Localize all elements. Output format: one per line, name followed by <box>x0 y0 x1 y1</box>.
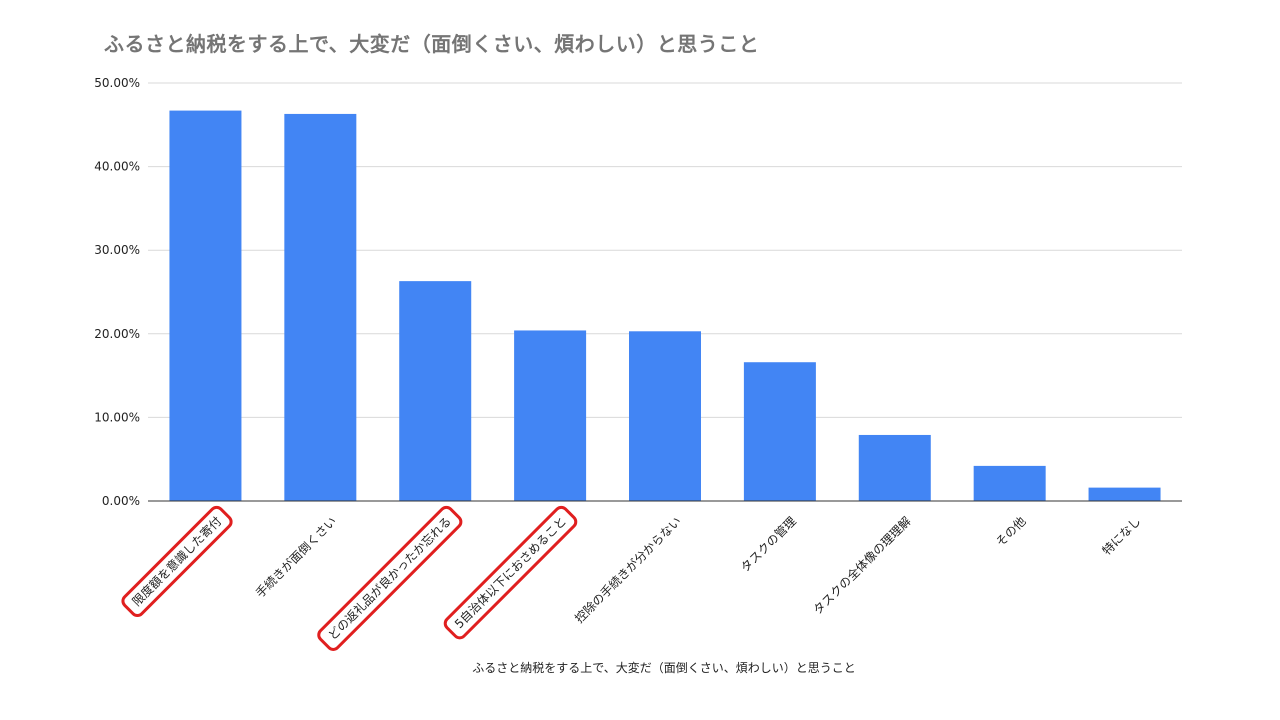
y-tick-label: 50.00% <box>94 76 140 90</box>
chart-title: ふるさと納税をする上で、大変だ（面倒くさい、煩わしい）と思うこと <box>104 32 760 56</box>
category-label-group: その他 <box>993 514 1028 549</box>
bar <box>284 113 357 501</box>
x-tick-label: タスクの全体像の理理解 <box>810 513 914 617</box>
x-tick-label: 5自治体以下におさめること <box>452 514 569 631</box>
category-label-group: 5自治体以下におさめること <box>443 505 578 640</box>
category-label-group: 手続きが面倒くさい <box>252 513 339 600</box>
highlight-box <box>317 505 463 651</box>
category-label-group: どの返礼品が良かったか忘れる <box>317 505 463 651</box>
bar <box>399 281 472 501</box>
y-tick-label: 20.00% <box>94 327 140 341</box>
bar <box>169 110 242 501</box>
x-tick-label: 限度額を意識した寄付 <box>129 513 224 608</box>
x-tick-label: 手続きが面倒くさい <box>252 513 339 600</box>
x-tick-label: その他 <box>993 514 1028 549</box>
category-label-group: 限度額を意識した寄付 <box>121 505 233 618</box>
category-label-group: 控除の手続きが分からない <box>572 513 684 625</box>
x-tick-label: 控除の手続きが分からない <box>572 513 684 625</box>
bar <box>1088 487 1161 501</box>
x-tick-label: タスクの管理 <box>737 513 799 575</box>
y-tick-label: 40.00% <box>94 160 140 174</box>
bar <box>514 330 587 501</box>
category-label-group: タスクの管理 <box>737 513 799 575</box>
bar <box>629 331 701 501</box>
bar <box>858 434 931 501</box>
y-tick-label: 10.00% <box>94 410 140 424</box>
highlight-box <box>443 505 578 640</box>
bar <box>973 465 1046 501</box>
category-label-group: タスクの全体像の理理解 <box>810 513 914 617</box>
x-tick-label: 特になし <box>1099 513 1144 558</box>
category-label-group: 特になし <box>1099 513 1144 558</box>
bar <box>743 362 816 501</box>
y-tick-label: 30.00% <box>94 243 140 257</box>
x-tick-label: どの返礼品が良かったか忘れる <box>325 513 454 642</box>
y-tick-label: 0.00% <box>102 494 140 508</box>
x-axis-title: ふるさと納税をする上で、大変だ（面倒くさい、煩わしい）と思うこと <box>472 660 856 675</box>
highlight-box <box>121 505 233 618</box>
